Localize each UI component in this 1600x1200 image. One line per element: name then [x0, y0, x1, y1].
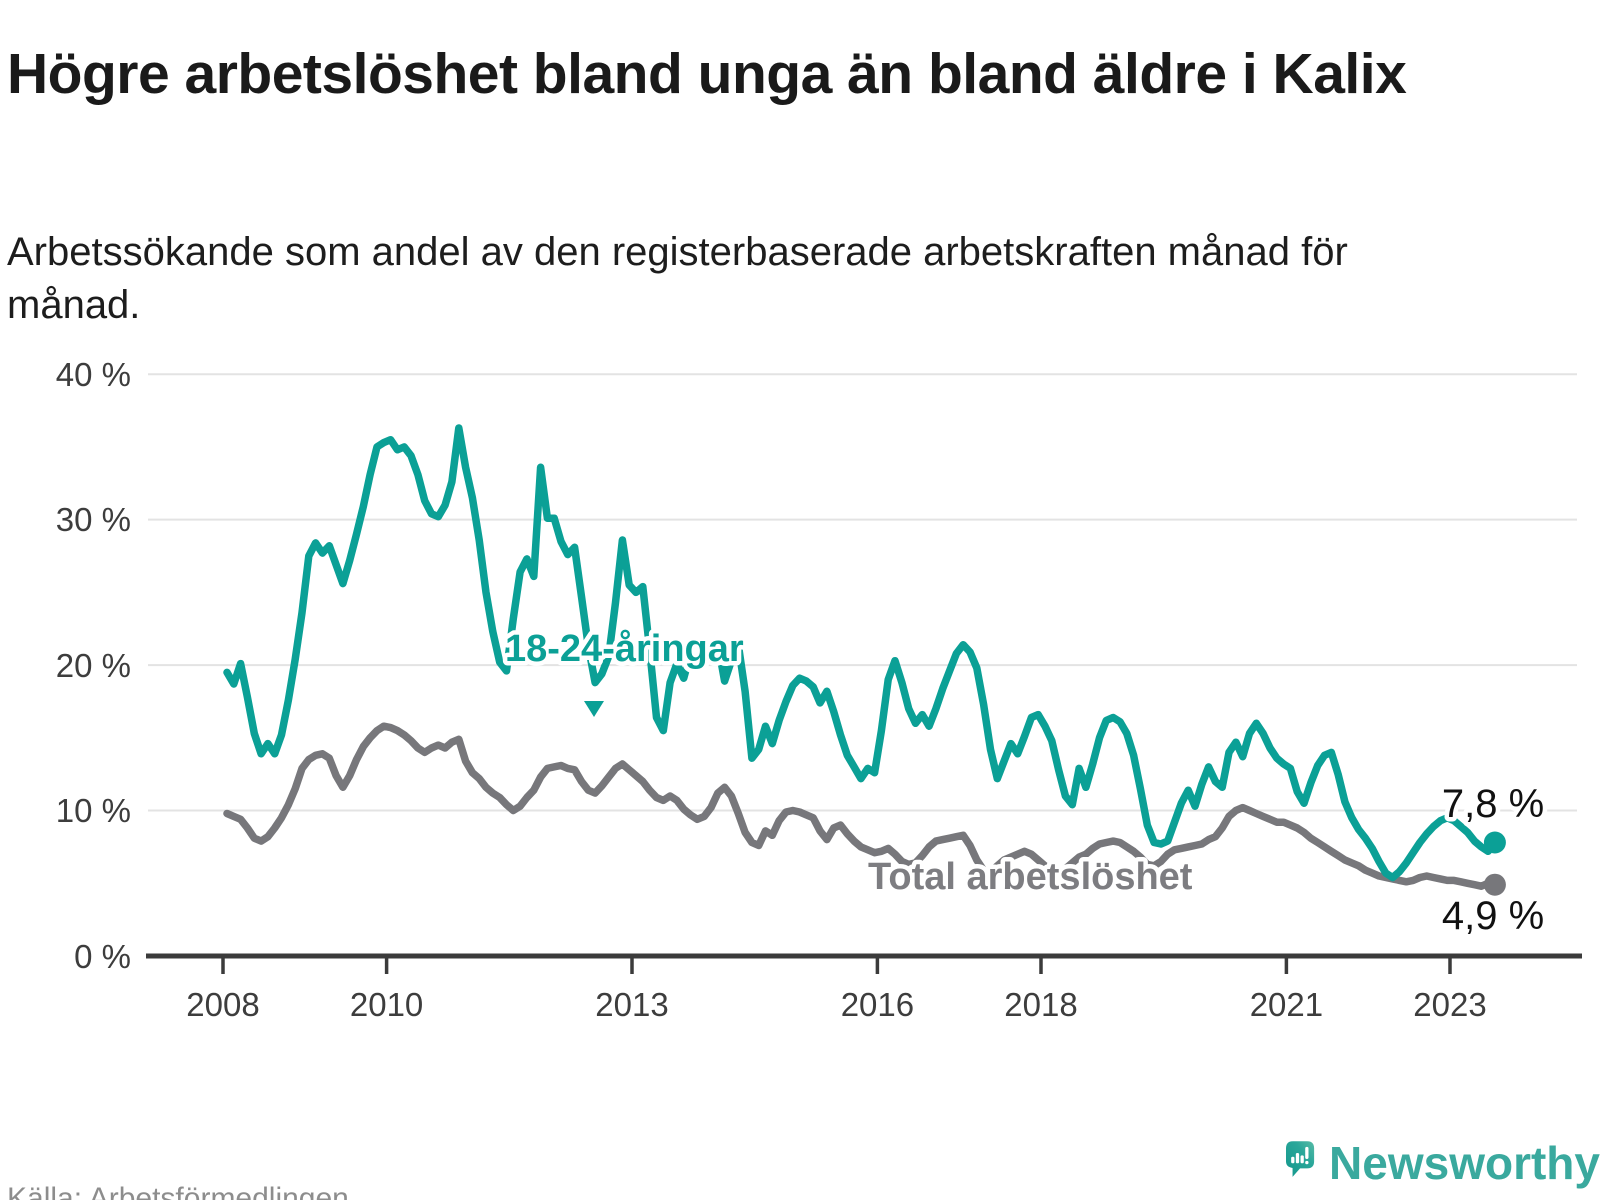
y-label-40: 40 % [56, 356, 131, 393]
source-note: Källa: Arbetsförmedlingen [7, 1182, 349, 1200]
series-label-youth-arrow-icon [584, 701, 604, 717]
end-value-label-youth: 7,8 % [1442, 782, 1544, 826]
x-label-2013: 2013 [595, 986, 668, 1023]
x-label-2021: 2021 [1250, 986, 1323, 1023]
newsworthy-bubble-icon [1286, 1141, 1315, 1177]
newsworthy-wordmark: Newsworthy [1329, 1137, 1600, 1189]
x-label-2016: 2016 [841, 986, 914, 1023]
y-label-20: 20 % [56, 647, 131, 684]
end-value-label-total: 4,9 % [1442, 894, 1544, 938]
x-label-2008: 2008 [186, 986, 259, 1023]
x-label-2018: 2018 [1004, 986, 1077, 1023]
x-label-2023: 2023 [1413, 986, 1486, 1023]
newsworthy-logo: Newsworthy [1286, 1120, 1600, 1200]
series-label-youth: 18-24-åringar [505, 628, 744, 670]
page-title: Högre arbetslöshet bland unga än bland ä… [7, 42, 1407, 107]
y-label-0: 0 % [74, 938, 131, 975]
y-label-30: 30 % [56, 501, 131, 538]
series-end-dot-1 [1483, 873, 1506, 896]
chart-subtitle: Arbetssökande som andel av den registerb… [7, 230, 1348, 327]
series-line-0 [223, 424, 1499, 882]
x-label-2010: 2010 [350, 986, 423, 1023]
series-label-total: Total arbetslöshet [868, 856, 1193, 898]
series-line-1 [223, 722, 1499, 890]
series-end-dot-0 [1483, 831, 1506, 854]
y-label-10: 10 % [56, 792, 131, 829]
